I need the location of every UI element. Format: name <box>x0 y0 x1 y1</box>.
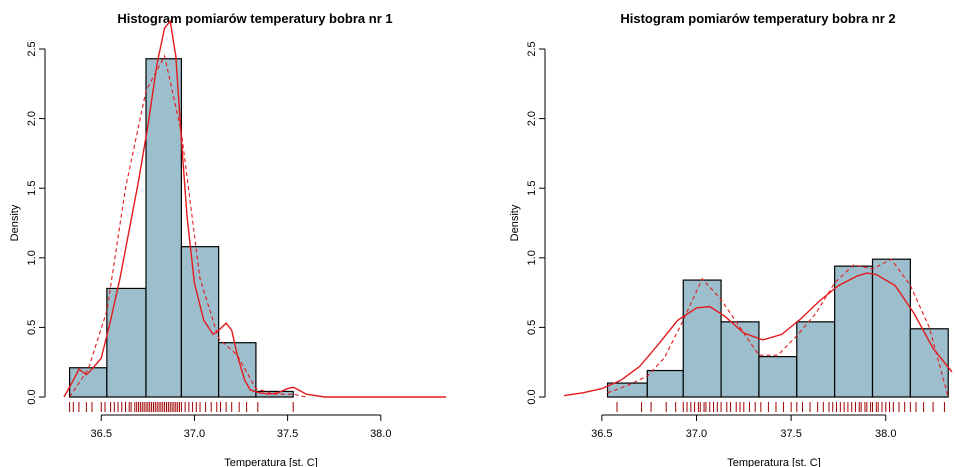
y-tick-label: 2.5 <box>526 41 538 56</box>
density-line-solid <box>63 19 446 398</box>
y-tick-label: 1.5 <box>26 181 38 196</box>
histogram-bar-4 <box>720 321 760 398</box>
histogram-bar-2 <box>646 369 684 398</box>
y-tick-label: 0.0 <box>526 389 538 404</box>
chart-title: Histogram pomiarów temperatury bobra nr … <box>620 11 895 26</box>
density-line-dashed <box>69 54 307 398</box>
density-line-solid <box>563 272 953 397</box>
y-tick-label: 1.0 <box>26 250 38 265</box>
x-tick-label: 37.5 <box>277 428 298 440</box>
x-tick-label: 36.5 <box>591 428 612 440</box>
chart-title: Histogram pomiarów temperatury bobra nr … <box>117 11 392 26</box>
y-tick-label: 2.5 <box>26 41 38 56</box>
histogram-bar-6 <box>796 321 836 398</box>
y-tick-label: 2.0 <box>526 111 538 126</box>
histogram-bar-3 <box>682 279 722 398</box>
chart-panel-1: Histogram pomiarów temperatury bobra nr … <box>9 11 446 467</box>
y-tick-label: 0.5 <box>26 320 38 335</box>
chart-panel-2: Histogram pomiarów temperatury bobra nr … <box>509 11 953 467</box>
x-tick-label: 36.5 <box>91 428 112 440</box>
x-tick-label: 38.0 <box>875 428 896 440</box>
x-tick-label: 38.0 <box>370 428 391 440</box>
y-tick-label: 0.0 <box>26 389 38 404</box>
x-axis-label: Temperatura [st. C] <box>727 457 821 467</box>
y-tick-label: 2.0 <box>26 111 38 126</box>
y-axis-label: Density <box>509 204 521 241</box>
histogram-bar-5 <box>758 356 798 398</box>
x-tick-label: 37.0 <box>686 428 707 440</box>
histogram-bar-2 <box>106 287 147 398</box>
y-tick-label: 1.0 <box>526 250 538 265</box>
histogram-bar-9 <box>909 328 949 398</box>
x-tick-label: 37.5 <box>780 428 801 440</box>
density-line-dashed <box>607 258 949 398</box>
histogram-bar-7 <box>834 265 874 398</box>
x-tick-label: 37.0 <box>184 428 205 440</box>
y-tick-label: 1.5 <box>526 181 538 196</box>
y-axis-label: Density <box>9 204 21 241</box>
x-axis-label: Temperatura [st. C] <box>224 457 318 467</box>
y-tick-label: 0.5 <box>526 320 538 335</box>
histogram-bar-8 <box>871 258 911 398</box>
histogram-bar-3 <box>145 58 182 398</box>
histogram-bar-4 <box>180 246 220 398</box>
